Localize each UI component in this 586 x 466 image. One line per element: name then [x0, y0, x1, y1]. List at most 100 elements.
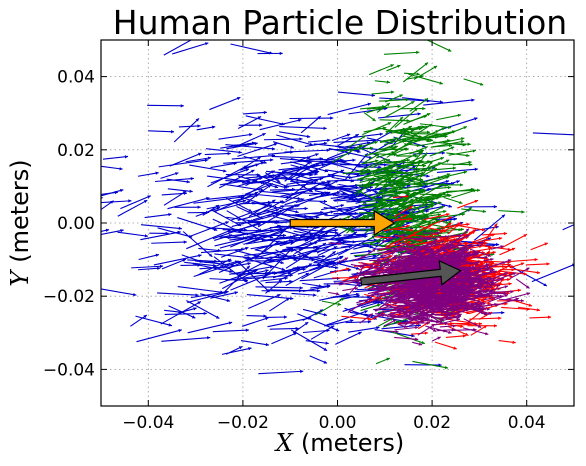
particle-arrow-head	[323, 199, 327, 204]
particle-arrow	[338, 147, 374, 152]
particle-arrow	[394, 107, 418, 128]
particle-arrow-head	[349, 207, 353, 211]
particle-arrow-head	[454, 277, 458, 281]
particle-arrow-head	[444, 183, 448, 188]
particle-arrow	[187, 291, 228, 304]
particle-arrow-head	[369, 185, 373, 189]
particle-arrow	[271, 332, 298, 345]
particle-arrow-head	[244, 228, 248, 232]
particle-arrow	[102, 155, 129, 160]
particle-arrow	[135, 315, 173, 327]
particle-arrow	[390, 330, 426, 345]
particle-arrow	[419, 299, 444, 303]
particle-arrow	[382, 233, 406, 243]
particle-arrow-head	[310, 236, 314, 240]
particle-arrow-head	[189, 189, 193, 193]
particle-arrow	[425, 282, 447, 287]
particle-arrow	[359, 168, 380, 181]
particle-arrow	[341, 133, 383, 140]
particle-arrow-head	[437, 304, 441, 308]
particle-arrow	[384, 139, 406, 149]
particle-arrow-head	[410, 310, 414, 314]
particle-arrow-head	[314, 186, 318, 191]
particle-arrow-head	[478, 267, 482, 271]
particle-arrow	[435, 234, 462, 238]
particle-arrow	[187, 321, 233, 334]
particle-arrow	[337, 133, 360, 147]
particle-arrow-head	[493, 204, 497, 209]
particle-arrow-head	[429, 160, 433, 165]
particle-arrow-head	[263, 314, 267, 318]
particle-arrow	[436, 168, 478, 174]
particle-arrow-head	[297, 196, 301, 201]
particle-arrow-head	[427, 236, 431, 240]
particle-arrow	[427, 159, 450, 171]
particle-arrow-head	[440, 238, 444, 242]
particle-arrow-head	[526, 267, 530, 271]
particle-arrow-head	[405, 198, 410, 202]
particle-arrow-head	[198, 152, 202, 156]
y-tick-label: 0.04	[57, 68, 95, 88]
particle-arrow	[434, 256, 456, 265]
particle-arrow-head	[425, 209, 430, 213]
particle-arrow-head	[543, 283, 547, 287]
particle-arrow-head	[481, 228, 486, 232]
particle-arrow-head	[439, 100, 443, 104]
particle-arrow-head	[275, 213, 280, 217]
particle-arrow	[269, 327, 299, 330]
particle-arrow	[423, 99, 475, 106]
particle-arrow-head	[416, 218, 421, 222]
particle-arrow	[130, 314, 148, 327]
particle-arrow	[391, 150, 423, 166]
particle-arrow-head	[487, 311, 492, 315]
particle-arrow-head	[457, 261, 462, 265]
particle-arrow-head	[450, 146, 455, 150]
particle-arrow-head	[448, 216, 452, 220]
particle-arrow	[210, 291, 238, 299]
particle-arrow-head	[469, 265, 473, 270]
particle-arrow-head	[439, 81, 443, 85]
particle-arrow	[384, 202, 415, 215]
particle-arrow-head	[456, 283, 460, 287]
particle-arrow	[409, 146, 428, 155]
particle-arrow-head	[290, 240, 295, 244]
particle-arrow	[161, 192, 187, 196]
particle-arrow-head	[374, 189, 378, 194]
particle-arrow-head	[124, 155, 129, 159]
particle-arrow	[343, 233, 368, 236]
particle-arrow	[314, 190, 361, 202]
particle-arrow-head	[460, 227, 464, 232]
particle-arrow-head	[197, 301, 201, 305]
particle-arrow	[243, 111, 267, 115]
particle-arrow	[461, 241, 485, 252]
particle-arrow-head	[486, 288, 490, 292]
particle-arrow-head	[403, 296, 408, 300]
particle-arrow-head	[456, 318, 460, 322]
particle-arrow-head	[504, 285, 508, 289]
particle-arrow	[509, 267, 530, 280]
particle-arrow	[219, 233, 250, 238]
particle-arrow	[196, 126, 216, 131]
particle-arrow	[223, 236, 247, 239]
particle-arrow-head	[330, 210, 334, 214]
particle-arrow-head	[183, 191, 187, 196]
particle-arrow-head	[311, 258, 315, 262]
particle-arrow-head	[248, 347, 252, 351]
particle-arrow	[461, 208, 487, 213]
particle-arrow-head	[507, 262, 511, 267]
particle-arrow	[426, 305, 446, 313]
particle-arrow-head	[467, 275, 472, 279]
particle-arrow-head	[417, 249, 421, 253]
particle-arrow-head	[400, 248, 405, 252]
particle-arrow-head	[441, 127, 445, 131]
particle-arrow-head	[339, 158, 343, 162]
particle-arrow-head	[296, 178, 300, 182]
particle-arrow-head	[423, 152, 427, 156]
x-tick-label: 0.04	[508, 413, 546, 433]
particle-arrow-head	[380, 311, 385, 315]
particle-arrow-head	[247, 262, 251, 266]
particle-arrow	[154, 177, 194, 183]
particle-arrow	[501, 306, 530, 310]
particle-arrow	[321, 204, 345, 211]
particle-arrow-head	[440, 312, 445, 317]
